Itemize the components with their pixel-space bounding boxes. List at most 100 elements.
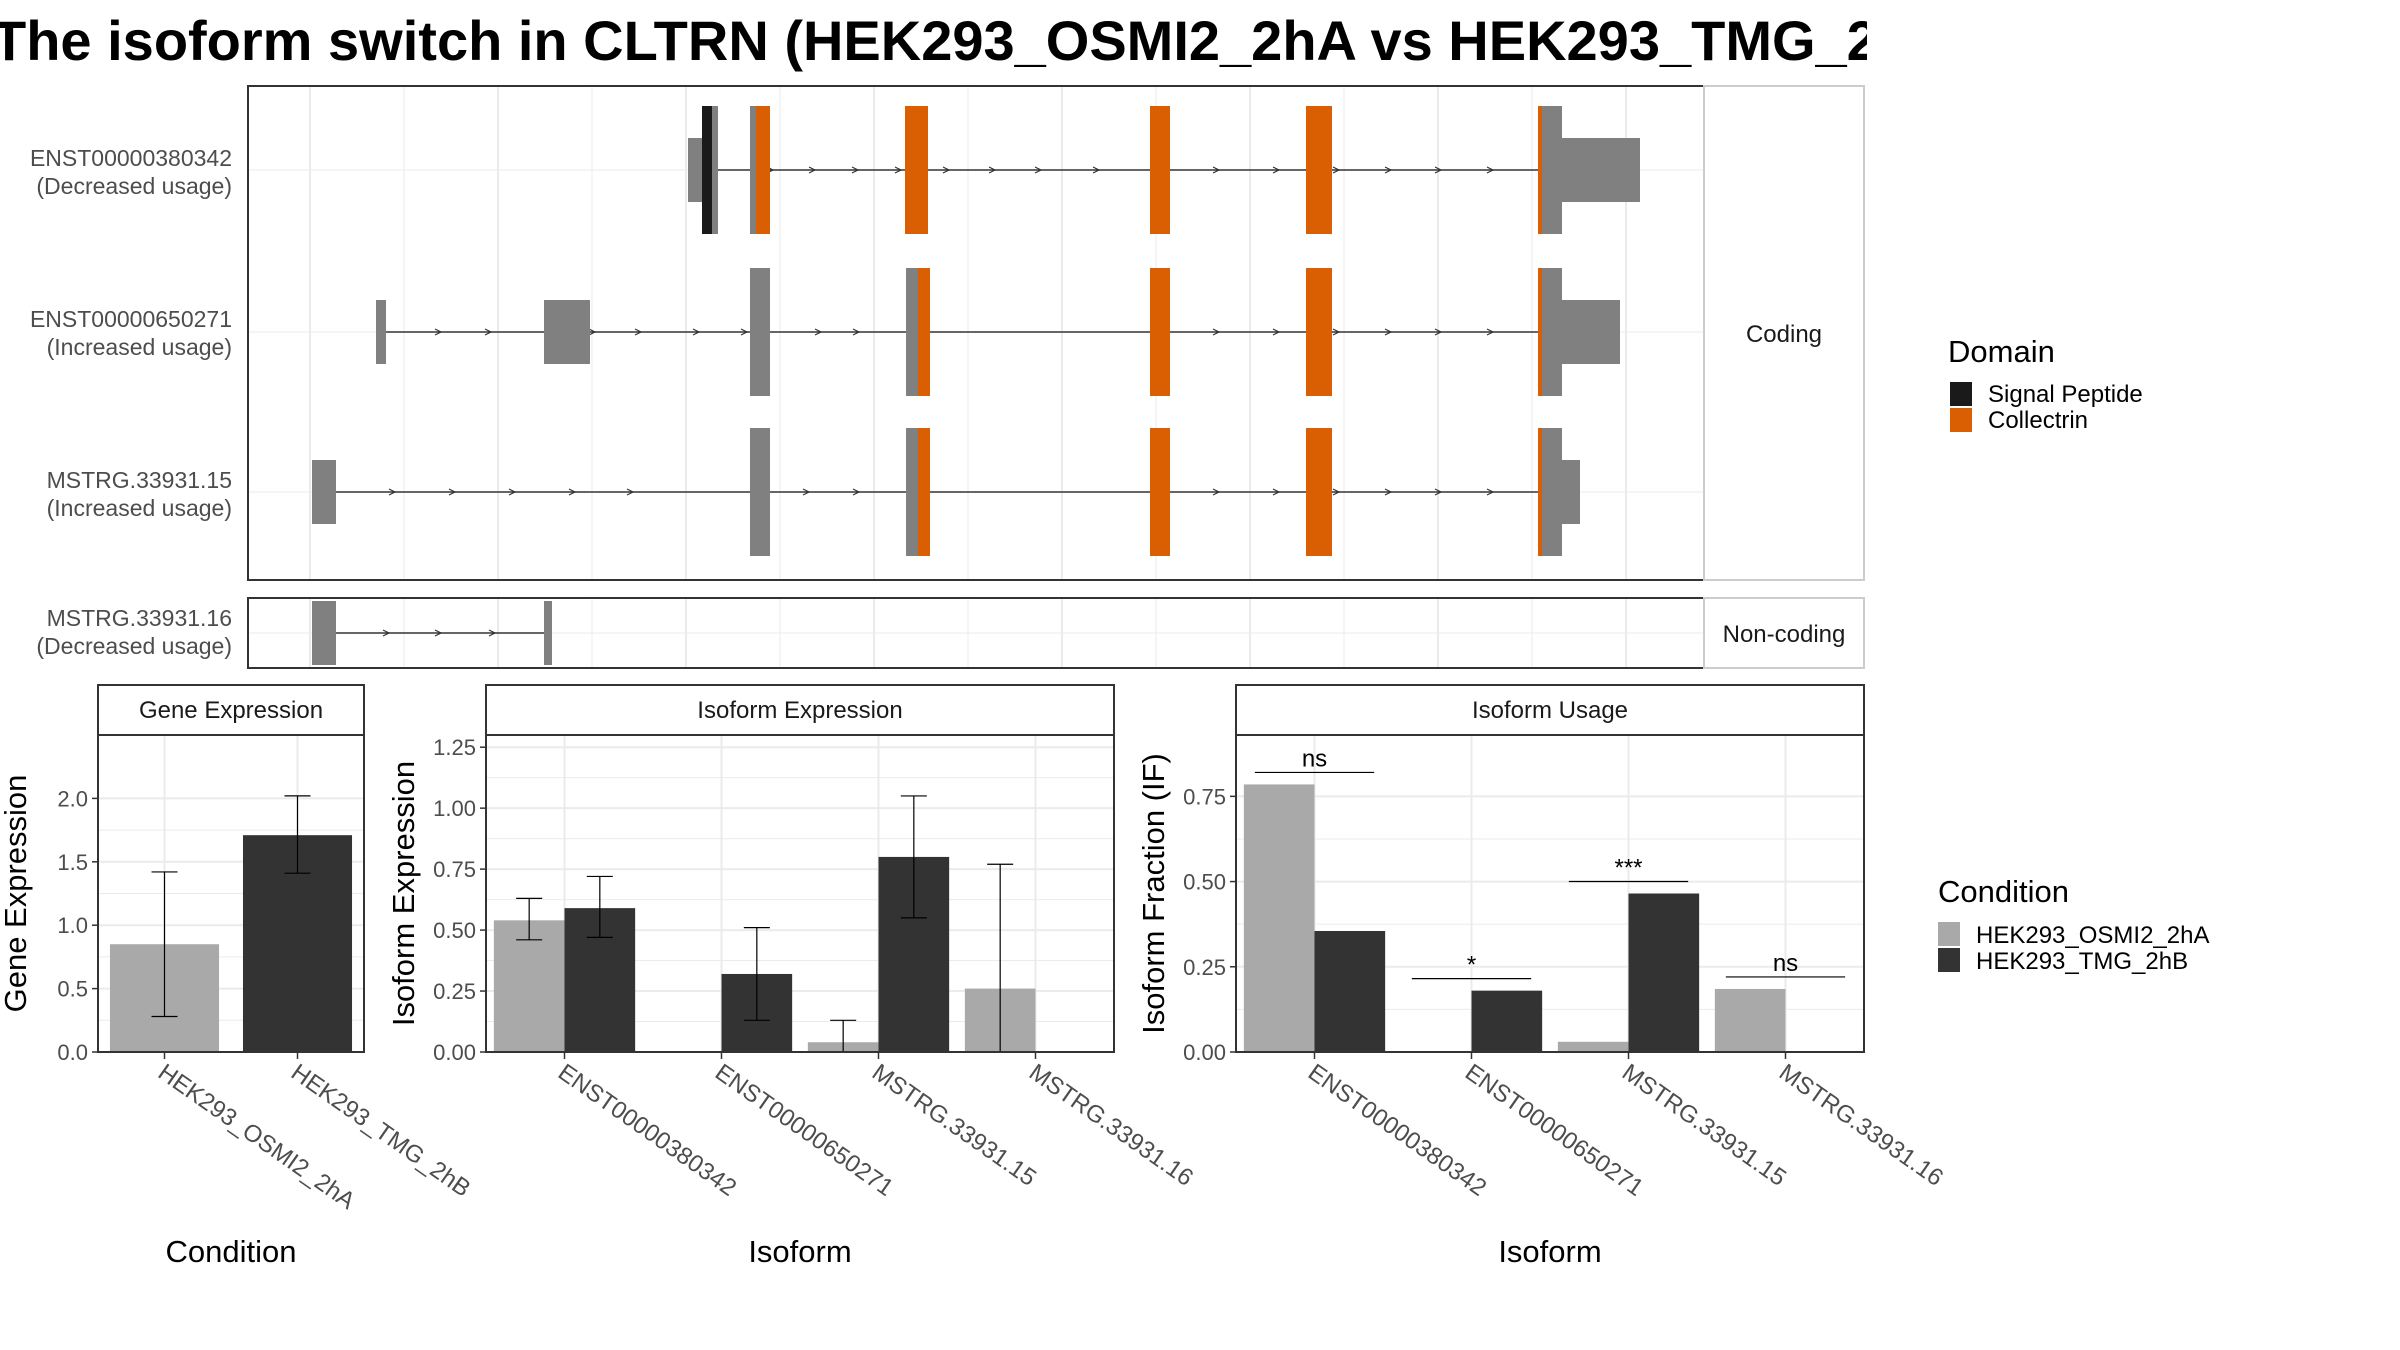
strand-arrow bbox=[588, 328, 597, 336]
condition-legend: Condition HEK293_OSMI2_2hA HEK293_TMG_2h… bbox=[1938, 874, 2209, 975]
strand-arrow bbox=[1092, 166, 1101, 174]
strand-arrow bbox=[851, 166, 860, 174]
significance-label: * bbox=[1467, 952, 1476, 979]
legend-swatch-condition-a bbox=[1938, 922, 1960, 946]
coding-exon bbox=[712, 106, 718, 234]
strand-arrow bbox=[1384, 166, 1393, 174]
strand-arrow bbox=[808, 166, 817, 174]
strand-arrow bbox=[692, 328, 701, 336]
transcript-label-usage: (Increased usage) bbox=[47, 495, 232, 521]
strand-arrow bbox=[434, 328, 443, 336]
strand-arrow bbox=[1272, 328, 1281, 336]
facet-strip bbox=[97, 684, 365, 736]
strand-arrow bbox=[634, 328, 643, 336]
strand-arrow bbox=[942, 166, 951, 174]
x-tick-label: MSTRG.33931.15 bbox=[1617, 1059, 1791, 1192]
facet-label-coding: Coding bbox=[1746, 321, 1822, 348]
strand-arrow bbox=[852, 488, 861, 496]
page-title: The isoform switch in CLTRN (HEK293_OSMI… bbox=[0, 9, 1867, 72]
transcript-track bbox=[312, 601, 552, 665]
x-axis-title: Isoform bbox=[1498, 1234, 1601, 1269]
strand-arrow bbox=[852, 328, 861, 336]
strand-arrow bbox=[1212, 328, 1221, 336]
strand-arrow bbox=[1434, 488, 1443, 496]
strand-arrow bbox=[1332, 488, 1341, 496]
strand-arrow bbox=[1384, 328, 1393, 336]
strand-arrow bbox=[388, 488, 397, 496]
transcript-label-usage: (Decreased usage) bbox=[36, 173, 232, 199]
coding-panel bbox=[248, 86, 1704, 580]
collectrin-domain bbox=[1538, 268, 1542, 396]
facet-strip-coding bbox=[1703, 85, 1865, 581]
facet-label-noncoding: Non-coding bbox=[1723, 621, 1846, 648]
condition-legend-title: Condition bbox=[1938, 874, 2069, 909]
strand-arrow bbox=[802, 488, 811, 496]
legend-swatch-signal-peptide bbox=[1950, 382, 1972, 406]
bar bbox=[1628, 893, 1700, 1052]
y-tick-label: 0.00 bbox=[433, 1040, 476, 1065]
strand-arrow bbox=[1272, 488, 1281, 496]
transcript-label-id: ENST00000380342 bbox=[30, 145, 232, 171]
strand-arrow bbox=[1384, 488, 1393, 496]
strand-arrow bbox=[1212, 166, 1221, 174]
significance-label: *** bbox=[1614, 855, 1642, 882]
strand-arrow bbox=[448, 488, 457, 496]
coding-exon bbox=[1542, 106, 1562, 234]
strand-arrow bbox=[382, 629, 391, 637]
strand-arrow bbox=[1212, 488, 1221, 496]
significance-label: ns bbox=[1302, 745, 1327, 772]
utr-exon bbox=[312, 460, 336, 524]
y-tick-label: 0.50 bbox=[433, 918, 476, 943]
strand-arrow bbox=[1272, 166, 1281, 174]
legend-label-condition-b: HEK293_TMG_2hB bbox=[1976, 948, 2188, 975]
collectrin-domain bbox=[905, 106, 928, 234]
utr-exon bbox=[1562, 138, 1640, 202]
y-tick-label: 0.5 bbox=[57, 977, 88, 1002]
bar bbox=[1714, 988, 1786, 1052]
y-tick-label: 1.25 bbox=[433, 735, 476, 760]
strand-arrow bbox=[1486, 488, 1495, 496]
utr-exon bbox=[544, 300, 590, 364]
collectrin-domain bbox=[1150, 268, 1170, 396]
collectrin-domain bbox=[1306, 428, 1332, 556]
transcript-tracks bbox=[312, 106, 1640, 665]
collectrin-domain bbox=[1150, 106, 1170, 234]
facet-strip-noncoding bbox=[1703, 597, 1865, 669]
y-tick-label: 0.25 bbox=[433, 979, 476, 1004]
collectrin-domain bbox=[1150, 428, 1170, 556]
coding-exon bbox=[750, 428, 770, 556]
y-axis-title: Isoform Fraction (IF) bbox=[1136, 753, 1171, 1034]
collectrin-domain bbox=[918, 428, 930, 556]
strand-arrow bbox=[1332, 328, 1341, 336]
legend-label-collectrin: Collectrin bbox=[1988, 407, 2088, 434]
y-tick-label: 1.00 bbox=[433, 796, 476, 821]
coding-exon bbox=[750, 268, 770, 396]
transcript-label-id: MSTRG.33931.16 bbox=[47, 605, 232, 631]
legend-swatch-collectrin bbox=[1950, 408, 1972, 432]
signal-peptide-domain bbox=[702, 106, 712, 234]
bar bbox=[1243, 784, 1315, 1052]
utr-exon bbox=[1562, 460, 1580, 524]
chart-title: Gene Expression bbox=[139, 697, 323, 724]
y-tick-label: 1.0 bbox=[57, 913, 88, 938]
x-axis-title: Isoform bbox=[748, 1234, 851, 1269]
strand-arrow bbox=[1486, 166, 1495, 174]
y-tick-label: 0.50 bbox=[1183, 870, 1226, 895]
x-tick-label: MSTRG.33931.16 bbox=[1774, 1059, 1948, 1192]
strand-arrow bbox=[1332, 166, 1341, 174]
strand-arrow bbox=[988, 166, 997, 174]
y-tick-label: 0.25 bbox=[1183, 955, 1226, 980]
strand-arrow bbox=[568, 488, 577, 496]
transcript-structure-plot: Coding Non-coding ENST00000380342 (Decre… bbox=[30, 85, 1865, 669]
collectrin-domain bbox=[918, 268, 930, 396]
transcript-label-usage: (Decreased usage) bbox=[36, 633, 232, 659]
facet-strip bbox=[1235, 684, 1865, 736]
bar bbox=[493, 920, 565, 1052]
collectrin-domain bbox=[1306, 268, 1332, 396]
strand-arrow bbox=[1434, 166, 1443, 174]
strand-arrow bbox=[434, 629, 443, 637]
strand-arrow bbox=[484, 328, 493, 336]
isoform-expression-chart: Isoform Expression 0.00 0.25 0.50 0.75 1.00 1.… bbox=[386, 684, 1198, 1269]
